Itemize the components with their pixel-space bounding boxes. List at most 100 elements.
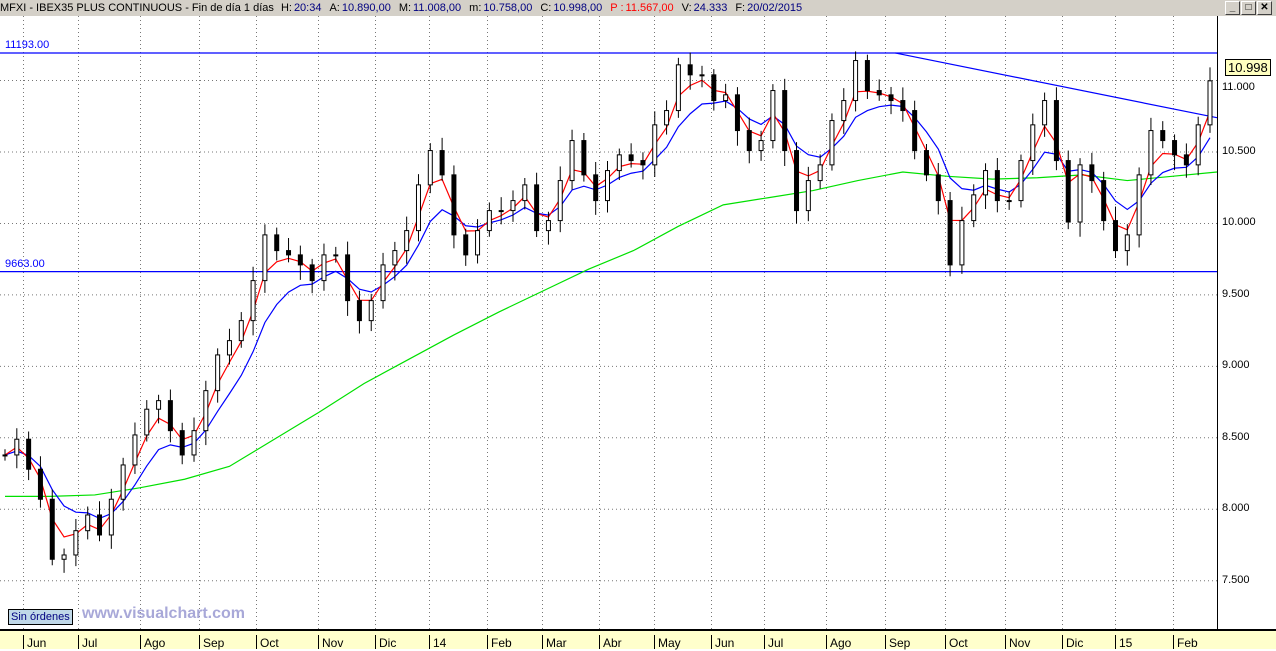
quote-field-label: m:: [469, 2, 482, 14]
month-tick-label: Dic: [1062, 635, 1083, 650]
candle-body: [805, 180, 811, 212]
month-tick-label: Ago: [140, 635, 165, 650]
candle-body: [144, 408, 150, 436]
minimize-button[interactable]: _: [1225, 1, 1240, 15]
candle-body: [971, 194, 977, 222]
close-button[interactable]: ✕: [1257, 1, 1272, 15]
quote-field: P :11.567,00: [610, 2, 677, 14]
candle-body: [368, 300, 374, 322]
candle-body: [723, 94, 729, 102]
quote-field-label: F:: [735, 2, 746, 14]
candle-body: [1077, 164, 1083, 223]
month-tick-label: Jul: [764, 635, 783, 650]
candle-body: [734, 94, 740, 132]
candle-body: [156, 400, 162, 410]
candle-body: [49, 498, 55, 560]
candle-body: [451, 174, 457, 236]
price-tick-label: 10.000: [1222, 216, 1256, 229]
month-tick-label: Feb: [1173, 635, 1198, 650]
candle-body: [415, 184, 421, 232]
candle-body: [1006, 200, 1012, 203]
candle-body: [203, 390, 209, 432]
candle-body: [947, 200, 953, 266]
month-tick-label: Oct: [256, 635, 279, 650]
candle-body: [687, 64, 693, 76]
candle-body: [711, 74, 717, 102]
price-tick-label: 10.500: [1222, 145, 1256, 157]
candle-body: [404, 230, 410, 252]
month-tick-label: 15: [1115, 635, 1132, 650]
month-tick-label: May: [654, 635, 681, 650]
candle-body: [380, 264, 386, 302]
quote-field: A: 10.890,00: [329, 2, 394, 14]
candle-body: [794, 150, 800, 212]
window-controls: _ □ ✕: [1225, 1, 1272, 15]
time-axis: Jun Jul Ago Sep Oct Nov Dic 14 Feb Mar Abr May Jun Ju…: [0, 629, 1276, 650]
price-tick-label: 11.000: [1222, 80, 1255, 93]
month-tick-label: Jun: [23, 635, 46, 650]
month-tick-label: Feb: [487, 635, 512, 650]
candle-body: [427, 150, 433, 186]
candle-body: [61, 554, 67, 560]
maximize-button[interactable]: □: [1241, 1, 1256, 15]
month-tick-label: Dic: [375, 635, 396, 650]
candle-body: [675, 64, 681, 112]
candle-body: [333, 254, 339, 257]
quote-field-label: P :: [610, 2, 624, 14]
quote-field-value: 20:34: [293, 2, 322, 14]
candle-body: [26, 438, 32, 470]
candle-body: [699, 74, 705, 77]
candle-body: [85, 514, 91, 532]
price-tick-label: 9.000: [1222, 359, 1250, 372]
orders-status-button[interactable]: Sin órdenes: [8, 609, 73, 625]
quote-field: M: 11.008,00: [399, 2, 465, 14]
candle-body: [475, 230, 481, 256]
candle-body: [345, 254, 351, 302]
candle-body: [179, 430, 185, 456]
candle-body: [664, 110, 670, 126]
quote-field-value: 11.567,00: [625, 2, 674, 14]
quote-field-label: C:: [540, 2, 552, 14]
quote-field: C: 10.998,00: [540, 2, 606, 14]
candle-body: [1053, 100, 1059, 162]
quote-field-label: M:: [398, 2, 412, 14]
quote-field-value: 24.333: [693, 2, 728, 14]
candle-body: [628, 154, 634, 162]
candle-body: [900, 100, 906, 112]
candle-body: [593, 174, 599, 202]
quote-field: F: 20/02/2015: [735, 2, 806, 14]
month-tick-label: Nov: [1005, 635, 1030, 650]
candle-body: [1089, 164, 1095, 182]
watermark: www.visualchart.com: [82, 605, 246, 622]
candle-body: [262, 234, 268, 282]
candle-body: [912, 110, 918, 152]
candle-body: [746, 130, 752, 152]
candle-body: [392, 250, 398, 266]
candle-body: [1160, 130, 1166, 142]
level-label: 9663.00: [5, 257, 45, 270]
candle-body: [923, 150, 929, 176]
candle-body: [1065, 160, 1071, 223]
month-tick-label: Jul: [78, 635, 97, 650]
candle-body: [817, 164, 823, 182]
price-axis: [1217, 16, 1276, 629]
candle-body: [321, 254, 327, 282]
quote-field-value: 20/02/2015: [747, 2, 803, 14]
candle-body: [1183, 154, 1189, 166]
price-chart[interactable]: [0, 16, 1276, 629]
price-tick-label: 8.500: [1222, 430, 1250, 443]
candle-body: [1124, 234, 1130, 252]
candle-body: [510, 200, 516, 212]
month-tick-label: Sep: [199, 635, 224, 650]
candle-body: [108, 498, 114, 536]
quote-field: H: 20:34: [281, 2, 326, 14]
trendline: [894, 52, 1218, 119]
candle-body: [1136, 174, 1142, 236]
symbol-title: MFXI - IBEX35 PLUS CONTINUOUS - Fin de d…: [0, 2, 274, 14]
candle-body: [274, 234, 280, 252]
candle-body: [605, 170, 610, 202]
quote-field-value: 10.758,00: [483, 2, 533, 14]
quote-field: m: 10.758,00: [469, 2, 536, 14]
candle-body: [959, 220, 965, 266]
candle-body: [439, 150, 445, 176]
